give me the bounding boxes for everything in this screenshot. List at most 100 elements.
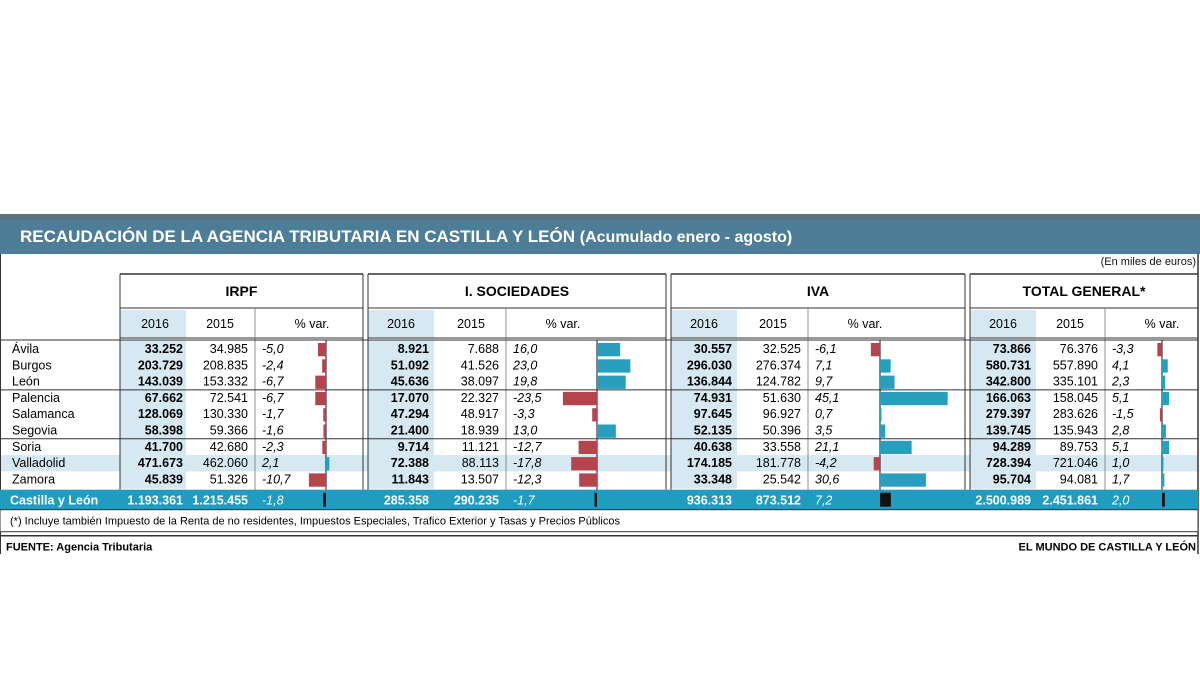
pct-var-bar	[1162, 359, 1168, 373]
total-pct-var: 7,2	[815, 494, 832, 508]
year-2016-header-bg	[368, 310, 434, 338]
row-label: Burgos	[12, 358, 52, 372]
cell-pct-var: 45,1	[815, 391, 839, 405]
pct-var-bar	[326, 457, 330, 471]
cell-pct-var: -1,5	[1112, 407, 1134, 421]
footnote-box	[0, 509, 1199, 533]
cell-2015: 32.525	[763, 342, 801, 356]
year-label-pct: % var.	[546, 317, 581, 331]
cell-pct-var: 4,1	[1112, 358, 1129, 372]
total-2015: 2.451.861	[1042, 494, 1098, 508]
cell-2015: 34.985	[210, 342, 248, 356]
pct-var-bar	[880, 473, 926, 487]
cell-2016: 203.729	[138, 358, 183, 372]
cell-pct-var: -4,2	[815, 456, 837, 470]
pct-var-bar	[308, 473, 326, 487]
cell-2016: 73.866	[993, 342, 1031, 356]
cell-2016: 139.745	[986, 424, 1031, 438]
pct-var-bar	[597, 343, 621, 357]
pct-var-bar	[323, 408, 326, 422]
cell-pct-var: 2,3	[1111, 375, 1129, 389]
cell-2015: 124.782	[756, 375, 801, 389]
cell-2016: 30.557	[694, 342, 732, 356]
year-label-2016: 2016	[141, 317, 169, 331]
cell-2015: 335.101	[1053, 375, 1098, 389]
pct-var-bar	[597, 375, 626, 389]
cell-2015: 51.630	[763, 391, 801, 405]
total-pct-var: -1,7	[513, 494, 536, 508]
row-label: Segovia	[12, 424, 57, 438]
cell-2016: 143.039	[138, 375, 183, 389]
cell-2016: 279.397	[986, 407, 1031, 421]
year-label-2016: 2016	[989, 317, 1017, 331]
pct-var-bar	[579, 473, 597, 487]
cell-2015: 721.046	[1053, 456, 1098, 470]
cell-pct-var: 21,1	[814, 440, 839, 454]
cell-2016: 97.645	[694, 407, 732, 421]
year-label-2016: 2016	[387, 317, 415, 331]
pct-var-bar	[870, 343, 880, 357]
cell-pct-var: -5,0	[262, 342, 284, 356]
cell-2015: 76.376	[1060, 342, 1098, 356]
cell-2016: 51.092	[391, 358, 429, 372]
cell-pct-var: -6,7	[262, 391, 285, 405]
total-pct-bar	[1162, 492, 1165, 507]
total-2016: 285.358	[384, 494, 429, 508]
cell-pct-var: 0,7	[815, 407, 833, 421]
cell-pct-var: 2,8	[1111, 424, 1129, 438]
year-label-2015: 2015	[206, 317, 234, 331]
cell-pct-var: -3,3	[1112, 342, 1134, 356]
pct-var-bar	[1157, 343, 1162, 357]
cell-2015: 18.939	[461, 424, 499, 438]
cell-2016: 166.063	[986, 391, 1031, 405]
cell-pct-var: -6,1	[815, 342, 837, 356]
cell-pct-var: 19,8	[513, 375, 537, 389]
pct-var-bar	[597, 424, 616, 438]
pct-var-bar	[1162, 440, 1170, 455]
cell-2015: 283.626	[1053, 407, 1098, 421]
cell-pct-var: 2,1	[261, 456, 279, 470]
cell-2015: 22.327	[461, 391, 499, 405]
row-label: Palencia	[12, 391, 60, 405]
cell-2016: 21.400	[391, 424, 429, 438]
cell-pct-var: 23,0	[512, 358, 537, 372]
pct-var-bar	[315, 375, 326, 389]
cell-pct-var: 1,0	[1112, 456, 1129, 470]
pct-var-bar	[1162, 424, 1166, 438]
total-pct-var: 2,0	[1111, 494, 1129, 508]
pct-var-bar	[1159, 408, 1162, 422]
footnote-text: (*) Incluye también Impuesto de la Renta…	[10, 516, 620, 528]
year-label-pct: % var.	[848, 317, 883, 331]
cell-2016: 8.921	[398, 342, 429, 356]
pct-var-bar	[578, 440, 597, 455]
pct-var-bar	[322, 440, 326, 455]
group-header-iva: IVA	[807, 283, 829, 299]
title-main: RECAUDACIÓN DE LA AGENCIA TRIBUTARIA EN …	[20, 227, 576, 246]
year-2016-header-bg	[120, 310, 186, 338]
year-label-2015: 2015	[457, 317, 485, 331]
cell-2016: 52.135	[694, 424, 732, 438]
title-top-strip	[0, 214, 1200, 220]
cell-2015: 158.045	[1053, 391, 1098, 405]
cell-2015: 89.753	[1060, 440, 1098, 454]
cell-pct-var: -2,4	[262, 358, 284, 372]
pct-var-bar	[880, 424, 886, 438]
cell-2016: 174.185	[687, 456, 732, 470]
year-label-2015: 2015	[1056, 317, 1084, 331]
row-label: León	[12, 375, 40, 389]
cell-2015: 48.917	[461, 407, 499, 421]
cell-2015: 208.835	[203, 358, 248, 372]
total-2016: 2.500.989	[975, 494, 1031, 508]
cell-2015: 94.081	[1060, 472, 1098, 486]
row-label: Ávila	[12, 341, 39, 356]
cell-pct-var: -1,6	[262, 424, 284, 438]
pct-var-bar	[1162, 375, 1166, 389]
cell-2015: 42.680	[210, 440, 248, 454]
total-row-bg	[0, 489, 1198, 510]
pct-var-bar	[873, 457, 880, 471]
tax-table-graphic: IRPF 2016 2015 % var. I. SOCIEDADES 2016 2015%…	[0, 214, 1200, 576]
cell-2016: 47.294	[391, 407, 429, 421]
cell-2015: 25.542	[763, 472, 801, 486]
cell-pct-var: -3,3	[513, 407, 535, 421]
cell-2015: 41.526	[461, 358, 499, 372]
